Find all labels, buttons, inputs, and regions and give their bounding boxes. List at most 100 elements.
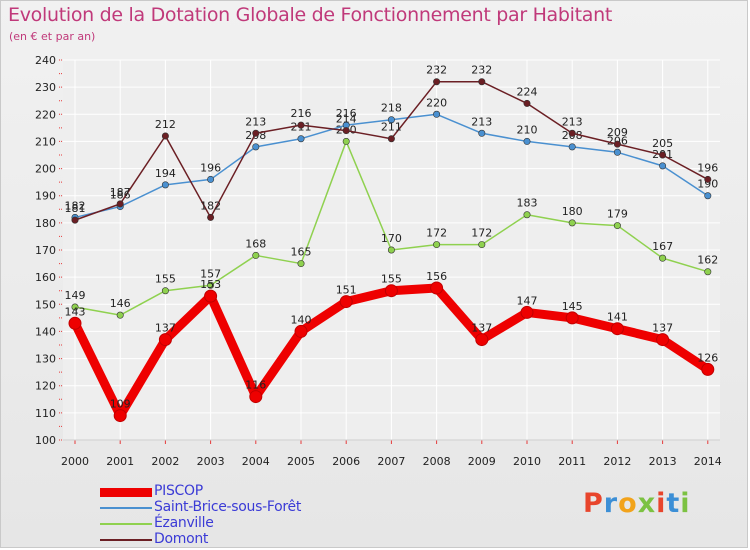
data-point [704,192,712,200]
logo-letter: i [680,488,691,519]
data-label: 116 [245,379,266,392]
data-point [207,175,215,183]
data-label: 211 [381,121,402,134]
data-point [433,241,441,249]
x-tick-label: 2007 [377,455,405,468]
data-label: 213 [471,115,492,128]
data-point [613,148,621,156]
data-point [158,333,172,347]
data-label: 147 [517,294,538,307]
data-label: 170 [381,232,402,245]
data-point [387,135,395,143]
data-label: 165 [291,246,312,259]
x-tick-label: 2014 [694,455,722,468]
y-tick-label: 160 [35,271,56,284]
data-label: 180 [562,205,583,218]
y-tick-label: 100 [35,434,56,447]
data-point [204,289,218,303]
data-label: 213 [245,115,266,128]
data-label: 141 [607,311,628,324]
data-point [430,281,444,295]
data-label: 196 [200,161,221,174]
legend-label: PISCOP [154,483,203,499]
y-tick-label: 210 [35,135,56,148]
data-point [568,143,576,151]
data-label: 146 [110,297,131,310]
data-point [478,78,486,86]
data-point [68,316,82,330]
data-point [161,181,169,189]
y-tick-label: 140 [35,325,56,338]
data-label: 155 [381,273,402,286]
data-label: 182 [65,199,86,212]
data-label: 137 [652,322,673,335]
data-point [342,127,350,135]
data-label: 190 [697,178,718,191]
y-tick-label: 110 [35,407,56,420]
chart-subtitle: (en € et par an) [9,30,96,43]
x-tick-label: 2004 [242,455,270,468]
data-point [565,311,579,325]
data-point [656,333,670,347]
y-tick-label: 230 [35,81,56,94]
data-point [252,129,260,137]
y-tick-label: 130 [35,353,56,366]
data-label: 172 [471,227,492,240]
x-tick-label: 2003 [197,455,225,468]
data-label: 167 [652,240,673,253]
data-point [610,322,624,336]
data-label: 151 [336,284,357,297]
data-label: 172 [426,227,447,240]
data-label: 149 [65,289,86,302]
data-label: 162 [697,254,718,267]
data-label: 181 [65,202,86,215]
data-label: 216 [291,107,312,120]
data-label: 220 [426,96,447,109]
y-tick-label: 150 [35,298,56,311]
data-label: 137 [155,322,176,335]
data-point [520,305,534,319]
data-point [568,129,576,137]
data-point [387,246,395,254]
legend-swatch [100,488,152,497]
data-label: 212 [155,118,176,131]
x-tick-label: 2001 [106,455,134,468]
x-tick-label: 2006 [332,455,360,468]
data-label: 183 [517,197,538,210]
data-label: 156 [426,270,447,283]
y-tick-label: 170 [35,244,56,257]
data-label: 155 [155,273,176,286]
x-tick-label: 2005 [287,455,315,468]
data-point [523,99,531,107]
logo-letter: x [637,488,657,519]
legend-swatch [100,539,152,541]
x-tick-label: 2012 [603,455,631,468]
x-tick-label: 2011 [558,455,586,468]
data-point [478,129,486,137]
y-tick-label: 180 [35,217,56,230]
data-point [433,110,441,118]
data-point [475,333,489,347]
data-label: 168 [245,237,266,250]
y-tick-label: 240 [35,54,56,67]
data-point [704,268,712,276]
data-point [613,140,621,148]
proxiti-logo: Proxiti [583,488,691,519]
data-point [71,303,79,311]
logo-letter: i [656,488,667,519]
data-label: 209 [607,126,628,139]
data-point [71,216,79,224]
data-label: 182 [200,199,221,212]
data-point [659,162,667,170]
legend-label: Saint-Brice-sous-Forêt [154,499,302,515]
data-label: 157 [200,267,221,280]
legend-label: Ézanville [154,515,214,531]
y-tick-label: 220 [35,108,56,121]
y-tick-label: 190 [35,190,56,203]
data-label: 214 [336,113,357,126]
data-point [116,311,124,319]
data-label: 140 [291,313,312,326]
data-point [297,121,305,129]
data-point [116,200,124,208]
data-point [342,137,350,145]
